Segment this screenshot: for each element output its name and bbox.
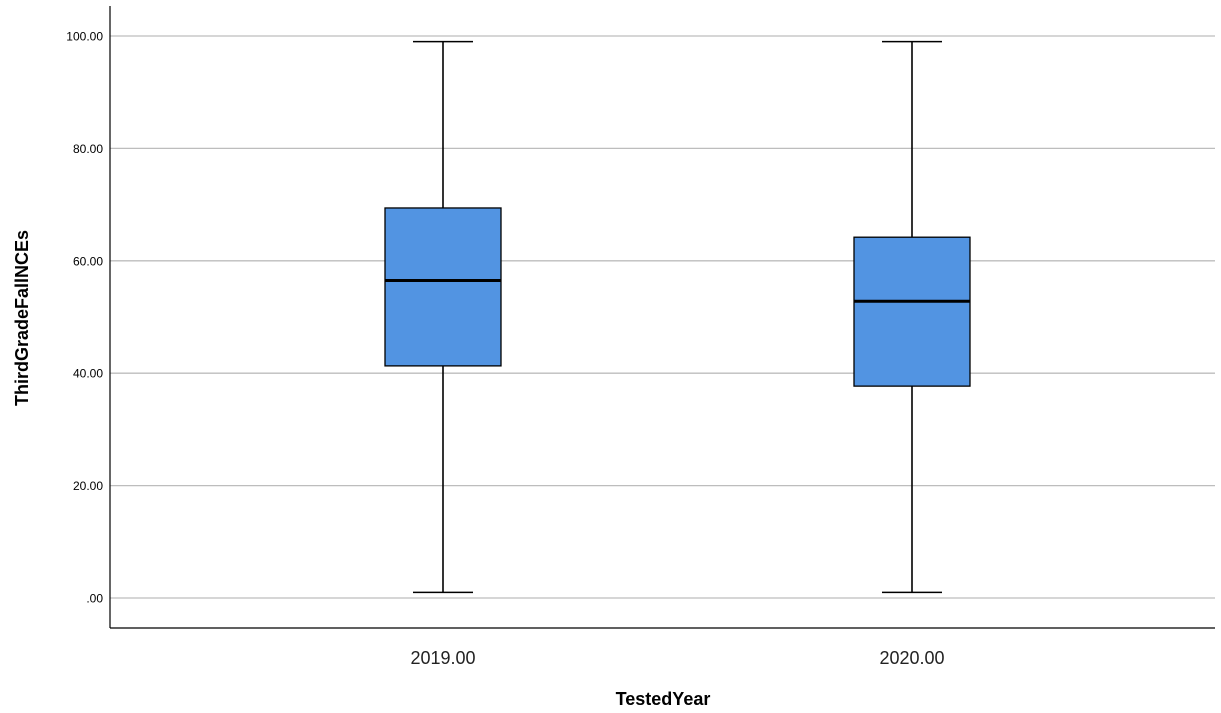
box-group: [384, 40, 502, 594]
x-axis-title: TestedYear: [616, 689, 711, 709]
iqr-box: [384, 207, 502, 367]
y-tick-label: 80.00: [73, 142, 103, 156]
y-tick-label: 60.00: [73, 254, 103, 268]
box-group: [853, 40, 971, 594]
y-axis-title: ThirdGradeFallNCEs: [12, 230, 32, 406]
gridlines: [110, 35, 1215, 599]
x-tick-label: 2020.00: [879, 648, 944, 668]
boxes: [384, 40, 971, 594]
x-tick-labels: 2019.00 2020.00: [410, 648, 944, 668]
iqr-box: [853, 236, 971, 387]
y-tick-label: .00: [86, 592, 103, 606]
y-tick-label: 20.00: [73, 479, 103, 493]
y-tick-label: 40.00: [73, 367, 103, 381]
y-tick-label: 100.00: [66, 30, 103, 44]
x-tick-label: 2019.00: [410, 648, 475, 668]
y-tick-labels: .00 20.00 40.00 60.00 80.00 100.00: [66, 30, 103, 606]
